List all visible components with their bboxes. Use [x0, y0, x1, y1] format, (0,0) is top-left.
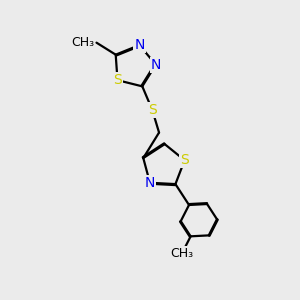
Text: S: S — [148, 103, 157, 117]
Text: S: S — [113, 73, 122, 87]
Text: CH₃: CH₃ — [71, 36, 94, 49]
Text: S: S — [180, 153, 189, 167]
Text: N: N — [145, 176, 155, 190]
Text: CH₃: CH₃ — [170, 247, 194, 260]
Text: N: N — [134, 38, 145, 52]
Text: N: N — [151, 58, 161, 72]
